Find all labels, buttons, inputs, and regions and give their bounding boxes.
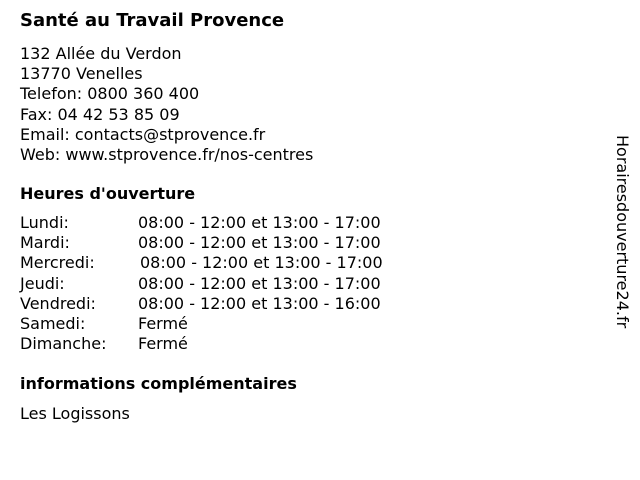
time: 08:00 - 12:00 et 13:00 - 16:00 bbox=[138, 293, 381, 313]
info-heading: informations complémentaires bbox=[20, 374, 297, 393]
street: 132 Allée du Verdon bbox=[20, 44, 182, 63]
time: Fermé bbox=[138, 314, 188, 334]
phone: Telefon: 0800 360 400 bbox=[20, 84, 200, 104]
hours-row: Mardi: 08:00 - 12:00 et 13:00 - 17:00 bbox=[20, 233, 383, 253]
hours-row: Samedi: Fermé bbox=[20, 314, 383, 334]
hours-table: Lundi: 08:00 - 12:00 et 13:00 - 17:00 Mar… bbox=[20, 213, 383, 354]
time: Fermé bbox=[138, 334, 188, 354]
hours-row: Mercredi: 08:00 - 12:00 et 13:00 - 17:00 bbox=[20, 253, 383, 273]
day: Jeudi: bbox=[20, 273, 65, 293]
address-block: 132 Allée du Verdon 13770 Venelles Telef… bbox=[20, 44, 313, 165]
info-text: Les Logissons bbox=[20, 404, 130, 423]
email: Email: contacts@stprovence.fr bbox=[20, 124, 266, 144]
website: Web: www.stprovence.fr/nos-centres bbox=[20, 145, 314, 165]
time: 08:00 - 12:00 et 13:00 - 17:00 bbox=[140, 253, 383, 273]
time: 08:00 - 12:00 et 13:00 - 17:00 bbox=[138, 233, 381, 253]
day: Samedi: bbox=[20, 314, 86, 334]
hours-row: Dimanche: Fermé bbox=[20, 334, 383, 354]
hours-row: Lundi: 08:00 - 12:00 et 13:00 - 17:00 bbox=[20, 213, 383, 233]
time: 08:00 - 12:00 et 13:00 - 17:00 bbox=[138, 213, 381, 232]
day: Lundi: bbox=[20, 213, 69, 232]
fax: Fax: 04 42 53 85 09 bbox=[20, 104, 180, 124]
hours-row: Jeudi: 08:00 - 12:00 et 13:00 - 17:00 bbox=[20, 274, 383, 294]
watermark-text: Horairesdouverture24.fr bbox=[613, 135, 632, 329]
page-title: Santé au Travail Provence bbox=[20, 10, 285, 31]
day: Mardi: bbox=[20, 233, 70, 253]
day: Dimanche: bbox=[20, 334, 107, 354]
day: Vendredi: bbox=[20, 293, 96, 313]
day: Mercredi: bbox=[20, 253, 95, 273]
hours-heading: Heures d'ouverture bbox=[20, 184, 196, 203]
time: 08:00 - 12:00 et 13:00 - 17:00 bbox=[138, 273, 381, 293]
city: 13770 Venelles bbox=[20, 64, 143, 84]
hours-row: Vendredi: 08:00 - 12:00 et 13:00 - 16:00 bbox=[20, 294, 383, 314]
